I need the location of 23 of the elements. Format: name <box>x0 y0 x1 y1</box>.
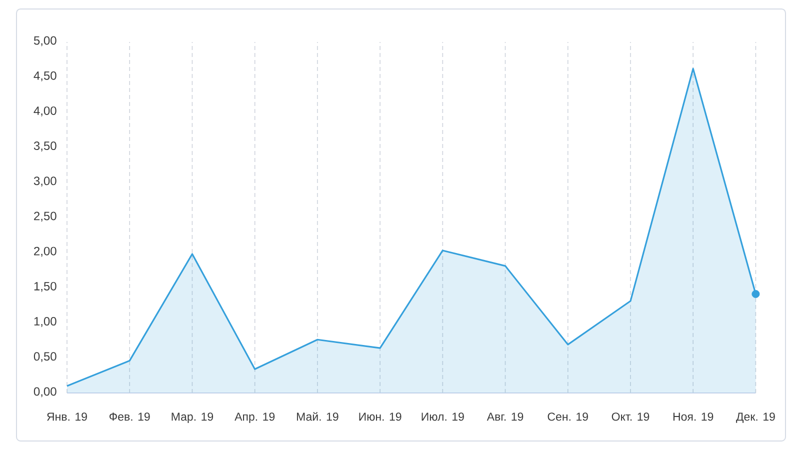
y-tick-label: 2,00 <box>34 246 56 257</box>
y-tick-label: 1,50 <box>34 282 56 292</box>
y-tick-label: 3,00 <box>34 176 56 187</box>
x-tick-label: Июл. 19 <box>422 412 464 421</box>
y-tick-label: 1,00 <box>34 317 56 327</box>
x-tick-label: Янв. 19 <box>47 412 87 421</box>
y-tick-label: 5,00 <box>34 36 56 46</box>
x-tick-label: Июн. 19 <box>359 412 402 421</box>
x-tick-label: Окт. 19 <box>612 412 650 421</box>
y-tick-label: 0,00 <box>34 387 56 398</box>
y-tick-label: 0,50 <box>34 352 56 362</box>
x-tick-label: Сен. 19 <box>548 412 588 421</box>
y-tick-label: 4,50 <box>34 71 56 82</box>
y-tick-label: 2,50 <box>34 212 56 222</box>
x-tick-label: Май. 19 <box>296 412 338 421</box>
x-tick-label: Фев. 19 <box>110 412 150 421</box>
x-tick-label: Апр. 19 <box>234 412 275 424</box>
x-tick-label: Авг. 19 <box>486 412 524 421</box>
y-tick-label: 4,00 <box>34 106 56 116</box>
x-tick-label: Ноя. 19 <box>673 412 714 421</box>
x-tick-label: Дек. 19 <box>736 412 775 423</box>
y-tick-label: 3,50 <box>34 142 56 152</box>
x-tick-label: Мар. 19 <box>172 412 214 424</box>
